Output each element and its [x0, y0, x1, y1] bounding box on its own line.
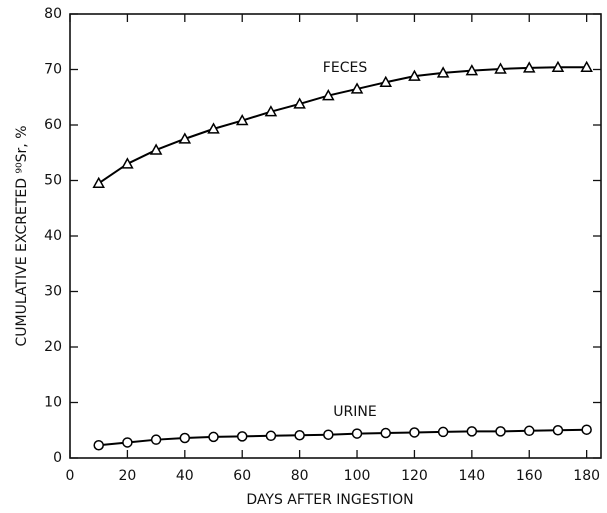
- y-tick-label: 80: [44, 6, 62, 22]
- marker: [380, 427, 391, 439]
- y-axis-label: CUMULATIVE EXCRETED ⁹⁰Sr, %: [14, 126, 30, 347]
- marker: [465, 64, 479, 76]
- x-tick-label: 80: [291, 468, 309, 484]
- series-label: FECES: [323, 60, 368, 76]
- marker: [294, 429, 305, 441]
- marker: [523, 425, 535, 437]
- x-tick-label: 40: [176, 468, 194, 484]
- marker: [437, 426, 449, 438]
- x-axis-label: DAYS AFTER INGESTION: [246, 492, 413, 508]
- y-tick-label: 20: [44, 339, 62, 355]
- marker: [178, 132, 192, 144]
- y-tick-label: 30: [44, 284, 62, 300]
- marker: [92, 176, 105, 189]
- x-tick-label: 60: [233, 468, 251, 484]
- marker: [322, 89, 335, 101]
- x-tick-label: 160: [516, 468, 543, 484]
- marker: [552, 425, 564, 436]
- marker: [150, 434, 162, 445]
- x-tick-label: 180: [573, 468, 600, 484]
- marker: [351, 428, 363, 439]
- y-tick-label: 40: [44, 228, 62, 244]
- marker: [581, 424, 592, 435]
- x-tick-label: 20: [118, 468, 136, 484]
- series-label: URINE: [333, 404, 376, 420]
- y-tick-label: 0: [53, 450, 62, 466]
- marker: [350, 82, 364, 94]
- series-line: [98, 66, 587, 185]
- x-tick-label: 100: [344, 468, 371, 484]
- y-tick-label: 10: [44, 395, 62, 411]
- marker: [323, 429, 334, 440]
- x-tick-label: 0: [66, 468, 75, 484]
- y-tick-label: 60: [44, 117, 62, 133]
- marker: [264, 105, 278, 117]
- y-tick-label: 70: [44, 62, 62, 78]
- marker: [122, 437, 133, 448]
- marker: [436, 66, 450, 78]
- marker: [409, 427, 420, 438]
- plot-frame: [69, 13, 602, 459]
- marker: [495, 426, 506, 437]
- marker: [466, 426, 478, 437]
- marker: [93, 439, 104, 451]
- x-tick-label: 140: [458, 468, 485, 484]
- marker: [408, 69, 421, 81]
- marker: [235, 114, 249, 126]
- marker: [293, 97, 306, 109]
- x-tick-label: 120: [401, 468, 428, 484]
- marker: [236, 431, 248, 442]
- marker: [580, 60, 593, 73]
- marker: [265, 430, 277, 442]
- marker: [149, 143, 163, 155]
- marker: [379, 75, 393, 88]
- marker: [522, 61, 536, 73]
- series-line: [98, 428, 587, 447]
- marker: [208, 431, 219, 443]
- marker: [207, 122, 220, 134]
- marker: [121, 157, 134, 169]
- y-tick-label: 50: [44, 173, 62, 189]
- marker: [494, 62, 507, 74]
- marker: [179, 432, 191, 444]
- marker: [551, 60, 565, 73]
